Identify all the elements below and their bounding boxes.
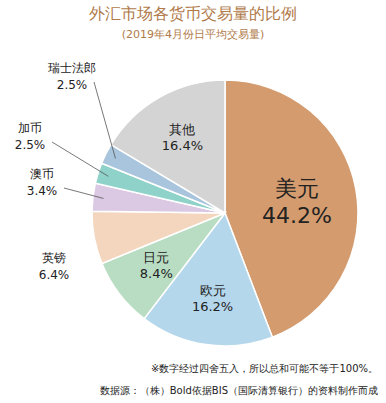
svg-text:44.2%: 44.2%: [262, 203, 332, 228]
svg-text:瑞士法郎: 瑞士法郎: [48, 61, 96, 75]
svg-text:3.4%: 3.4%: [27, 184, 58, 198]
svg-text:其他: 其他: [169, 122, 195, 137]
svg-text:16.2%: 16.2%: [192, 299, 233, 314]
svg-text:8.4%: 8.4%: [140, 266, 173, 281]
svg-text:2.5%: 2.5%: [15, 138, 46, 152]
svg-text:加币: 加币: [18, 121, 42, 135]
svg-text:英镑: 英镑: [42, 251, 66, 265]
html-text:数据源：（株）Bold依据BIS（国际清算银行）的资料制作而: 数据源：（株）Bold依据BIS（国际清算银行）的资料制作而成: [99, 385, 378, 396]
svg-text:日元: 日元: [143, 250, 169, 265]
svg-text:16.4%: 16.4%: [162, 138, 203, 153]
svg-text:美元: 美元: [275, 176, 319, 201]
svg-text:6.4%: 6.4%: [39, 268, 70, 282]
svg-text:2.5%: 2.5%: [57, 78, 88, 92]
svg-text:欧元: 欧元: [200, 283, 226, 298]
html-text:※数字经过四舍五入，所以总和可能不等于100%。: ※数字经过四舍五入，所以总和可能不等于100%。: [151, 363, 378, 374]
svg-text:澳币: 澳币: [30, 167, 54, 181]
html-text:外汇市场各货币交易量的比例: 外汇市场各货币交易量的比例: [89, 4, 297, 23]
html-text:(2019年4月份日平均交易量): (2019年4月份日平均交易量): [121, 28, 265, 41]
